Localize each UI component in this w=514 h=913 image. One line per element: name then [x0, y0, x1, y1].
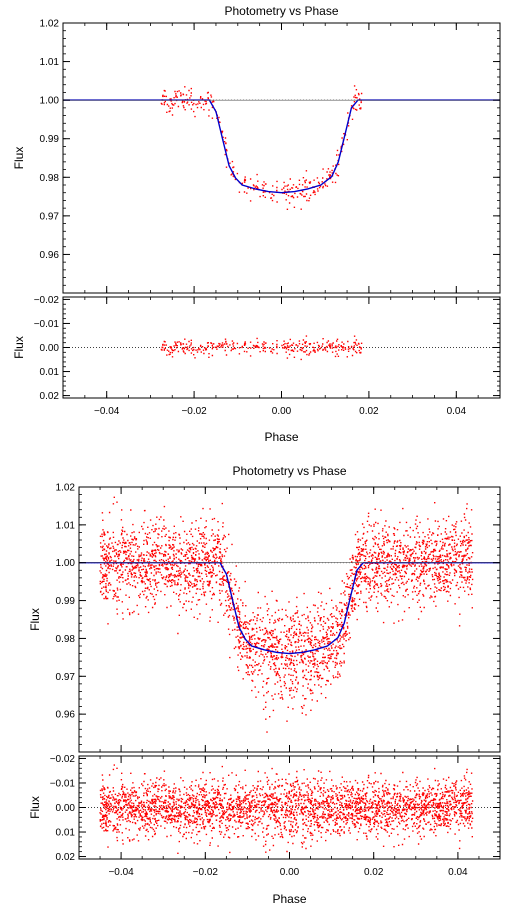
y-tick-label: −0.02 [34, 295, 60, 306]
flux-points [99, 496, 474, 733]
y-tick-label: 0.01 [56, 828, 76, 839]
y-tick-label: 0.97 [40, 211, 60, 222]
y-tick-label: 0.99 [40, 134, 60, 145]
x-tick-label: 0.02 [359, 406, 379, 417]
y-tick-label: 1.00 [40, 96, 60, 107]
x-axis-title: Phase [272, 892, 306, 906]
x-tick-label: −0.04 [94, 406, 120, 417]
chart-1: Photometry vs Phase Phase 0.96 0.97 0.98 0.99… [12, 4, 501, 444]
x-tick-label: 0.00 [272, 406, 292, 417]
plot-frame [62, 296, 501, 399]
y-tick-label: 1.00 [56, 558, 76, 569]
y-tick-label: 0.02 [56, 852, 76, 863]
y-axis-title: Flux [28, 608, 42, 631]
chart-2: Photometry vs Phase Phase 0.96 0.97 0.98 0.99… [28, 464, 501, 906]
y-tick-label: 0.00 [56, 803, 76, 814]
x-tick-label: 0.04 [447, 406, 467, 417]
data-point [160, 85, 363, 210]
y-axis-title: Flux [12, 336, 26, 359]
y-axis-title: Flux [12, 147, 26, 170]
y-tick-label: 1.02 [56, 483, 76, 494]
y-tick-label: 0.99 [56, 596, 76, 607]
y-tick-label: 0.00 [40, 343, 60, 354]
flux-panel: 0.96 0.97 0.98 0.99 1.00 1.01 1.02 Flux [28, 483, 501, 753]
plot-frame [62, 22, 501, 294]
residuals-panel: −0.02 −0.01 0.00 0.01 0.02 −0.04 −0.02 0.00 0.02… [12, 295, 501, 417]
residuals-panel: −0.02 −0.01 0.00 0.01 0.02 −0.04 −0.02 0.00 0.02… [28, 754, 501, 878]
x-tick-label: −0.02 [193, 867, 219, 878]
flux-panel: 0.96 0.97 0.98 0.99 1.00 1.01 1.02 Flux [12, 19, 501, 294]
x-tick-label: −0.02 [181, 406, 207, 417]
y-tick-label: −0.02 [50, 754, 76, 765]
y-tick-label: 1.02 [40, 19, 60, 30]
chart-title: Photometry vs Phase [232, 464, 346, 478]
x-tick-label: 0.02 [364, 867, 384, 878]
y-tick-label: 1.01 [40, 57, 60, 68]
x-axis-title: Phase [264, 430, 298, 444]
chart-title: Photometry vs Phase [224, 4, 338, 18]
y-tick-label: 0.96 [40, 250, 60, 261]
y-tick-label: −0.01 [50, 778, 76, 789]
data-point [99, 496, 474, 733]
y-tick-label: 0.97 [56, 672, 76, 683]
y-tick-label: 0.02 [40, 391, 60, 402]
residuals-points [99, 764, 474, 854]
y-tick-label: −0.01 [34, 319, 60, 330]
flux-points [160, 85, 363, 210]
model-curve [79, 562, 500, 655]
y-axis-title: Flux [28, 796, 42, 819]
y-tick-label: 0.98 [56, 634, 76, 645]
x-tick-label: −0.04 [108, 867, 134, 878]
y-tick-label: 0.01 [40, 367, 60, 378]
x-tick-label: 0.00 [280, 867, 300, 878]
y-tick-label: 0.96 [56, 710, 76, 721]
data-point [99, 764, 474, 854]
y-tick-label: 1.01 [56, 520, 76, 531]
x-tick-label: 0.04 [448, 867, 468, 878]
y-tick-label: 0.98 [40, 173, 60, 184]
model-curve [63, 99, 500, 194]
